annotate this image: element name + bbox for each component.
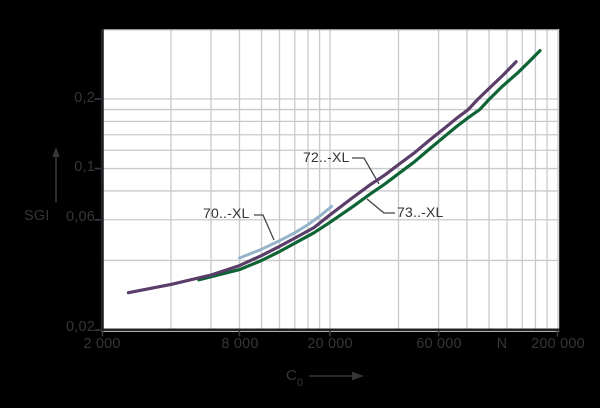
y-axis-arrow-head-icon <box>52 147 60 157</box>
x-axis-title: C0 <box>286 367 303 390</box>
x-axis-unit-label: N <box>496 336 508 352</box>
curve-label-73-xl: 73..-XL <box>397 204 444 220</box>
curve-label-72-xl: 72..-XL <box>303 149 350 165</box>
x-axis-title-sub: 0 <box>297 377 304 389</box>
y-tick-label-0.02: 0,02 <box>65 319 95 335</box>
leader-73-xl <box>366 198 395 214</box>
y-tick-label-0.2: 0,2 <box>74 90 95 106</box>
x-axis-title-main: C <box>286 367 298 384</box>
x-axis-arrow-head-icon <box>352 371 364 381</box>
curve-label-70-xl: 70..-XL <box>203 205 250 221</box>
leader-72-xl <box>352 157 380 185</box>
leader-70-xl <box>254 214 275 241</box>
x-tick-label-20000: 20 000 <box>307 336 353 352</box>
y-tick-label-0.1: 0,1 <box>74 159 95 175</box>
curve-70-xl <box>238 205 333 260</box>
x-tick-label-8000: 8 000 <box>221 336 259 352</box>
y-tick-label-0.06: 0,06 <box>65 209 95 225</box>
y-axis-title: SGI <box>24 208 50 224</box>
x-tick-label-200000: 200 000 <box>531 336 585 352</box>
x-tick-label-2000: 2 000 <box>83 336 121 352</box>
curve-73-xl <box>197 48 542 282</box>
x-tick-label-60000: 60 000 <box>416 336 462 352</box>
curve-72-xl <box>126 60 518 295</box>
